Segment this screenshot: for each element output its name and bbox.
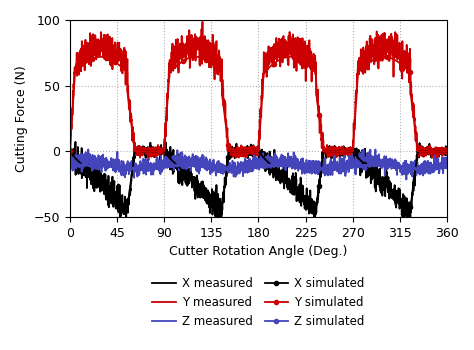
Z measured bbox=[86, 157, 92, 161]
Z measured bbox=[434, 167, 439, 171]
Line: Y measured: Y measured bbox=[70, 22, 447, 160]
Z measured bbox=[251, 158, 256, 162]
Z measured bbox=[444, 157, 450, 161]
Z measured bbox=[67, 162, 73, 166]
Y measured bbox=[365, 64, 370, 69]
Z measured bbox=[364, 153, 370, 157]
X measured bbox=[444, 153, 450, 157]
Line: Y simulated: Y simulated bbox=[68, 55, 449, 153]
Z simulated bbox=[186, 161, 191, 166]
Y simulated bbox=[287, 55, 293, 59]
Z simulated bbox=[251, 166, 256, 170]
X measured bbox=[241, 148, 246, 152]
Z simulated bbox=[241, 167, 246, 171]
X measured bbox=[67, 149, 73, 154]
Line: X simulated: X simulated bbox=[68, 149, 449, 210]
Z simulated bbox=[434, 166, 439, 170]
X simulated bbox=[67, 149, 73, 153]
Y simulated bbox=[364, 62, 370, 66]
Z measured bbox=[403, 177, 409, 182]
Legend: X measured, Y measured, Z measured, X simulated, Y simulated, Z simulated: X measured, Y measured, Z measured, X si… bbox=[148, 272, 369, 332]
Y measured bbox=[444, 151, 450, 155]
X simulated bbox=[444, 149, 450, 153]
Z measured bbox=[241, 166, 246, 170]
Z simulated bbox=[434, 167, 439, 171]
X measured bbox=[251, 148, 256, 153]
X simulated bbox=[251, 149, 256, 153]
Y measured bbox=[67, 140, 73, 144]
X measured bbox=[86, 169, 92, 173]
X simulated bbox=[434, 149, 439, 153]
Y measured bbox=[251, 150, 256, 155]
X simulated bbox=[433, 149, 439, 153]
X measured bbox=[434, 147, 439, 152]
X measured bbox=[73, 140, 78, 144]
X-axis label: Cutter Rotation Angle (Deg.): Cutter Rotation Angle (Deg.) bbox=[169, 245, 347, 258]
Z simulated bbox=[326, 169, 332, 173]
Z simulated bbox=[365, 163, 370, 167]
X measured bbox=[123, 224, 129, 229]
Y measured bbox=[434, 146, 439, 150]
Y simulated bbox=[240, 149, 246, 153]
Line: X measured: X measured bbox=[70, 142, 447, 226]
X simulated bbox=[86, 169, 92, 173]
X simulated bbox=[219, 206, 225, 210]
Y measured bbox=[200, 20, 205, 24]
Z measured bbox=[434, 157, 439, 161]
Y measured bbox=[434, 152, 439, 156]
Y simulated bbox=[67, 149, 73, 153]
X measured bbox=[434, 147, 439, 151]
Z simulated bbox=[444, 166, 450, 170]
Line: Z measured: Z measured bbox=[70, 149, 447, 180]
Y simulated bbox=[433, 149, 439, 153]
Line: Z simulated: Z simulated bbox=[68, 161, 449, 173]
Y simulated bbox=[250, 149, 256, 153]
X simulated bbox=[241, 149, 246, 153]
X measured bbox=[365, 166, 370, 170]
Y simulated bbox=[444, 149, 450, 153]
Z simulated bbox=[86, 162, 92, 167]
Y measured bbox=[146, 158, 151, 162]
Y simulated bbox=[86, 59, 92, 63]
Z measured bbox=[85, 147, 91, 152]
Y measured bbox=[241, 147, 246, 151]
Y measured bbox=[86, 62, 92, 66]
X simulated bbox=[364, 164, 370, 169]
Z simulated bbox=[67, 164, 73, 169]
Y simulated bbox=[434, 149, 439, 153]
Y-axis label: Cutting Force (N): Cutting Force (N) bbox=[15, 65, 28, 172]
